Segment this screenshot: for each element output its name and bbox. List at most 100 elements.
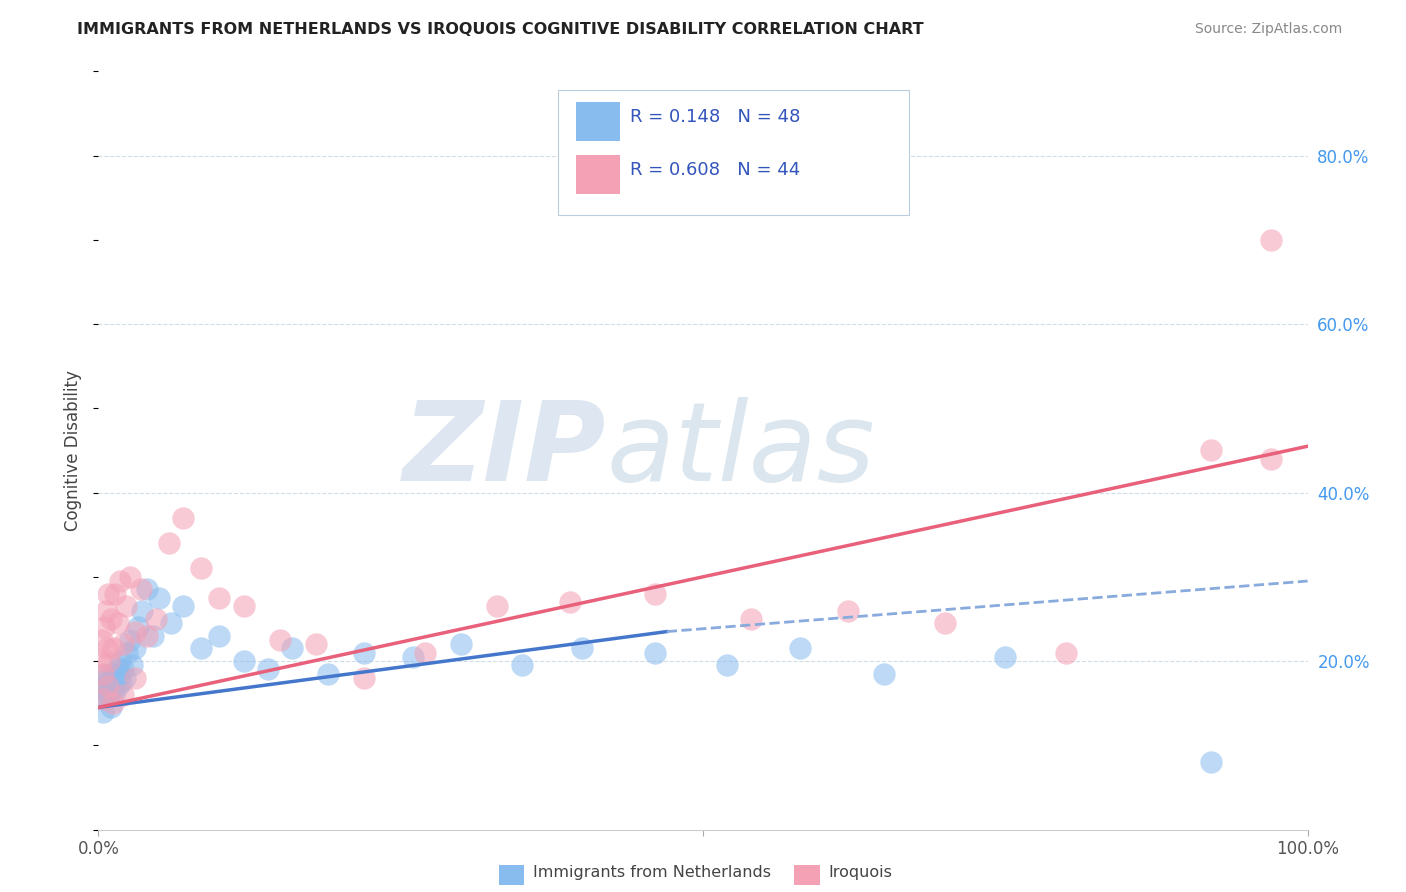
Point	[873, 666, 896, 681]
Point	[104, 675, 127, 690]
Point	[142, 629, 165, 643]
Point	[148, 591, 170, 605]
Point	[101, 666, 124, 681]
FancyBboxPatch shape	[558, 90, 908, 216]
Point	[486, 599, 509, 614]
Point	[94, 603, 117, 617]
Point	[256, 663, 278, 677]
Point	[100, 683, 122, 698]
FancyBboxPatch shape	[576, 102, 620, 141]
Point	[413, 646, 436, 660]
Point	[91, 666, 114, 681]
Point	[97, 587, 120, 601]
Point	[716, 658, 738, 673]
Point	[1054, 646, 1077, 660]
Point	[93, 666, 115, 681]
Point	[934, 616, 956, 631]
Point	[510, 658, 533, 673]
Point	[1199, 443, 1222, 458]
Point	[172, 511, 194, 525]
Point	[115, 599, 138, 614]
Point	[93, 620, 115, 634]
Point	[96, 671, 118, 685]
Point	[353, 646, 375, 660]
Point	[994, 649, 1017, 664]
Point	[107, 679, 129, 693]
Point	[121, 658, 143, 673]
Text: Source: ZipAtlas.com: Source: ZipAtlas.com	[1195, 22, 1343, 37]
Point	[281, 641, 304, 656]
Point	[129, 582, 152, 597]
Point	[789, 641, 811, 656]
Text: R = 0.608   N = 44: R = 0.608 N = 44	[630, 161, 800, 179]
Point	[96, 641, 118, 656]
Point	[91, 679, 114, 693]
Point	[108, 666, 131, 681]
Text: IMMIGRANTS FROM NETHERLANDS VS IROQUOIS COGNITIVE DISABILITY CORRELATION CHART: IMMIGRANTS FROM NETHERLANDS VS IROQUOIS …	[77, 22, 924, 37]
Text: Iroquois: Iroquois	[828, 865, 891, 880]
Point	[94, 683, 117, 698]
Point	[1199, 755, 1222, 769]
Point	[450, 637, 472, 651]
Point	[104, 587, 127, 601]
Point	[145, 612, 167, 626]
Point	[111, 663, 134, 677]
Point	[208, 629, 231, 643]
FancyBboxPatch shape	[576, 155, 620, 194]
Y-axis label: Cognitive Disability: Cognitive Disability	[65, 370, 83, 531]
Point	[740, 612, 762, 626]
Point	[97, 679, 120, 693]
Point	[107, 616, 129, 631]
Text: ZIP: ZIP	[402, 397, 606, 504]
Point	[108, 654, 131, 668]
Point	[353, 671, 375, 685]
Point	[90, 692, 112, 706]
Point	[131, 603, 153, 617]
Point	[402, 649, 425, 664]
Point	[111, 637, 134, 651]
Point	[105, 663, 128, 677]
Point	[100, 612, 122, 626]
Point	[127, 620, 149, 634]
Point	[305, 637, 328, 651]
Point	[114, 671, 136, 685]
Point	[208, 591, 231, 605]
Point	[232, 599, 254, 614]
Point	[124, 641, 146, 656]
Point	[111, 688, 134, 702]
Text: R = 0.148   N = 48: R = 0.148 N = 48	[630, 108, 801, 126]
Point	[172, 599, 194, 614]
Point	[124, 671, 146, 685]
Point	[190, 641, 212, 656]
Point	[101, 641, 124, 656]
Point	[98, 675, 121, 690]
Point	[118, 570, 141, 584]
Point	[1260, 451, 1282, 466]
Text: Immigrants from Netherlands: Immigrants from Netherlands	[533, 865, 770, 880]
Point	[101, 696, 124, 710]
Point	[91, 692, 114, 706]
Point	[117, 646, 139, 660]
Point	[190, 561, 212, 575]
Point	[558, 595, 581, 609]
Point	[91, 633, 114, 648]
Point	[124, 624, 146, 639]
Point	[90, 654, 112, 668]
Point	[108, 574, 131, 588]
Point	[269, 633, 291, 648]
Point	[157, 536, 180, 550]
Point	[316, 666, 339, 681]
Point	[135, 629, 157, 643]
Point	[644, 646, 666, 660]
Point	[232, 654, 254, 668]
Point	[100, 700, 122, 714]
Point	[98, 654, 121, 668]
Point	[135, 582, 157, 597]
Point	[1260, 233, 1282, 247]
Point	[91, 705, 114, 719]
Point	[160, 616, 183, 631]
Point	[97, 688, 120, 702]
Point	[837, 603, 859, 617]
Point	[103, 688, 125, 702]
Point	[644, 587, 666, 601]
